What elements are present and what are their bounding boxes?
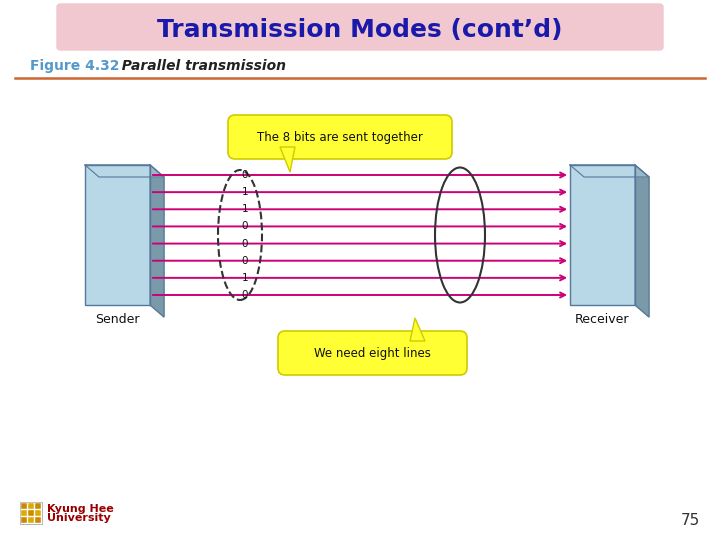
Polygon shape — [85, 165, 164, 177]
FancyBboxPatch shape — [35, 510, 41, 516]
Text: University: University — [47, 513, 111, 523]
Text: Receiver: Receiver — [575, 313, 630, 326]
FancyBboxPatch shape — [21, 517, 27, 523]
FancyBboxPatch shape — [278, 331, 467, 375]
FancyBboxPatch shape — [21, 503, 27, 509]
Text: 1: 1 — [242, 273, 248, 283]
Text: Figure 4.32: Figure 4.32 — [30, 59, 120, 73]
FancyBboxPatch shape — [21, 510, 27, 516]
FancyBboxPatch shape — [35, 517, 41, 523]
FancyBboxPatch shape — [570, 165, 635, 305]
Text: 0: 0 — [242, 221, 248, 232]
FancyBboxPatch shape — [228, 115, 452, 159]
Text: Kyung Hee: Kyung Hee — [47, 504, 114, 514]
Text: Transmission Modes (cont’d): Transmission Modes (cont’d) — [157, 18, 563, 42]
Text: Parallel transmission: Parallel transmission — [112, 59, 286, 73]
Text: 0: 0 — [242, 170, 248, 180]
Text: Sender: Sender — [95, 313, 140, 326]
FancyBboxPatch shape — [20, 502, 42, 524]
FancyBboxPatch shape — [28, 503, 34, 509]
FancyBboxPatch shape — [28, 510, 34, 516]
Polygon shape — [635, 165, 649, 317]
FancyBboxPatch shape — [28, 517, 34, 523]
Polygon shape — [280, 147, 295, 172]
Text: 0: 0 — [242, 290, 248, 300]
Polygon shape — [150, 165, 164, 317]
Text: We need eight lines: We need eight lines — [314, 347, 431, 360]
FancyBboxPatch shape — [35, 503, 41, 509]
Polygon shape — [410, 318, 425, 341]
Text: The 8 bits are sent together: The 8 bits are sent together — [257, 131, 423, 144]
Text: 1: 1 — [242, 204, 248, 214]
Text: 0: 0 — [242, 239, 248, 248]
Polygon shape — [570, 165, 649, 177]
FancyBboxPatch shape — [57, 4, 663, 50]
Text: 75: 75 — [680, 513, 700, 528]
FancyBboxPatch shape — [85, 165, 150, 305]
Text: 1: 1 — [242, 187, 248, 197]
Text: 0: 0 — [242, 256, 248, 266]
